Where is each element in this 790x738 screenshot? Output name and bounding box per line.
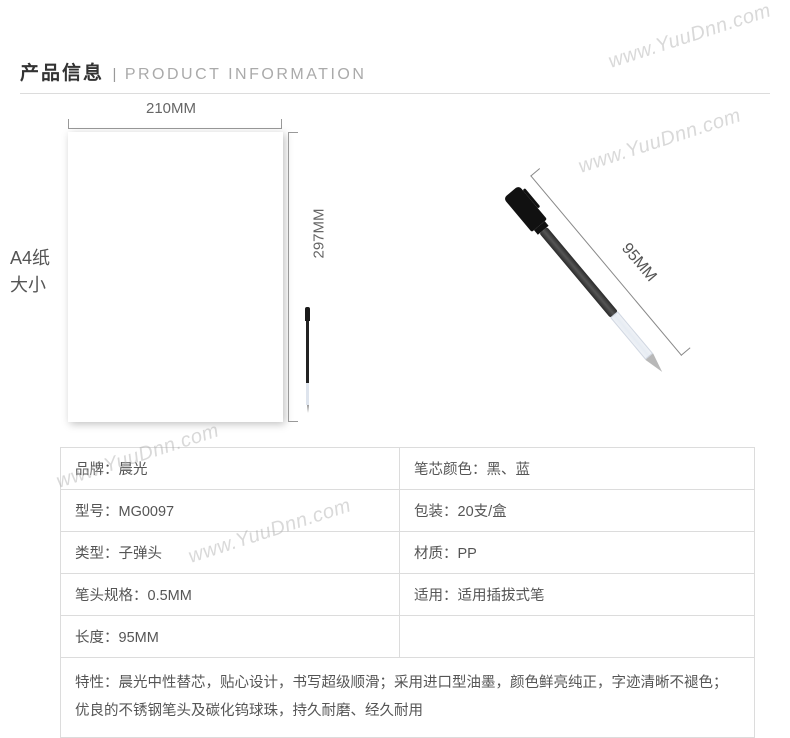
- section-header: 产品信息 | PRODUCT INFORMATION: [20, 58, 770, 94]
- a4-height-label: 297MM: [311, 208, 328, 258]
- table-row: 长度：95MM: [61, 616, 755, 658]
- a4-caption-line2: 大小: [10, 272, 50, 299]
- spec-type: 类型：子弹头: [61, 532, 400, 574]
- pen-diagram: 95MM: [404, 102, 766, 458]
- table-row-characteristics: 特性：晨光中性替芯，贴心设计，书写超级顺滑；采用进口型油墨，颜色鲜亮纯正，字迹清…: [61, 658, 755, 738]
- a4-height-ruler: [288, 132, 298, 422]
- spec-material: 材质：PP: [400, 532, 755, 574]
- spec-suit: 适用：适用插拔式笔: [400, 574, 755, 616]
- spec-empty: [400, 616, 755, 658]
- a4-paper-rect: [68, 132, 283, 422]
- spec-model: 型号：MG0097: [61, 490, 400, 532]
- spec-refill-color: 笔芯颜色：黑、蓝: [400, 448, 755, 490]
- spec-package: 包装：20支/盒: [400, 490, 755, 532]
- table-row: 型号：MG0097 包装：20支/盒: [61, 490, 755, 532]
- spec-length: 长度：95MM: [61, 616, 400, 658]
- pen-length-ruler: [530, 168, 690, 356]
- header-title-zh: 产品信息: [20, 63, 104, 84]
- a4-caption-line1: A4纸: [10, 245, 50, 272]
- a4-width-label: 210MM: [60, 100, 282, 117]
- a4-width-ruler: [68, 119, 282, 129]
- spec-table: 品牌：晨光 笔芯颜色：黑、蓝 型号：MG0097 包装：20支/盒 类型：子弹头…: [60, 447, 755, 738]
- header-title-en: PRODUCT INFORMATION: [125, 66, 367, 83]
- header-separator: |: [112, 66, 116, 83]
- small-pen-graphic: [305, 307, 310, 413]
- a4-size-caption: A4纸 大小: [10, 245, 50, 299]
- spec-brand: 品牌：晨光: [61, 448, 400, 490]
- table-row: 笔头规格：0.5MM 适用：适用插拔式笔: [61, 574, 755, 616]
- table-row: 类型：子弹头 材质：PP: [61, 532, 755, 574]
- table-row: 品牌：晨光 笔芯颜色：黑、蓝: [61, 448, 755, 490]
- spec-tip: 笔头规格：0.5MM: [61, 574, 400, 616]
- spec-characteristics: 特性：晨光中性替芯，贴心设计，书写超级顺滑；采用进口型油墨，颜色鲜亮纯正，字迹清…: [61, 658, 755, 738]
